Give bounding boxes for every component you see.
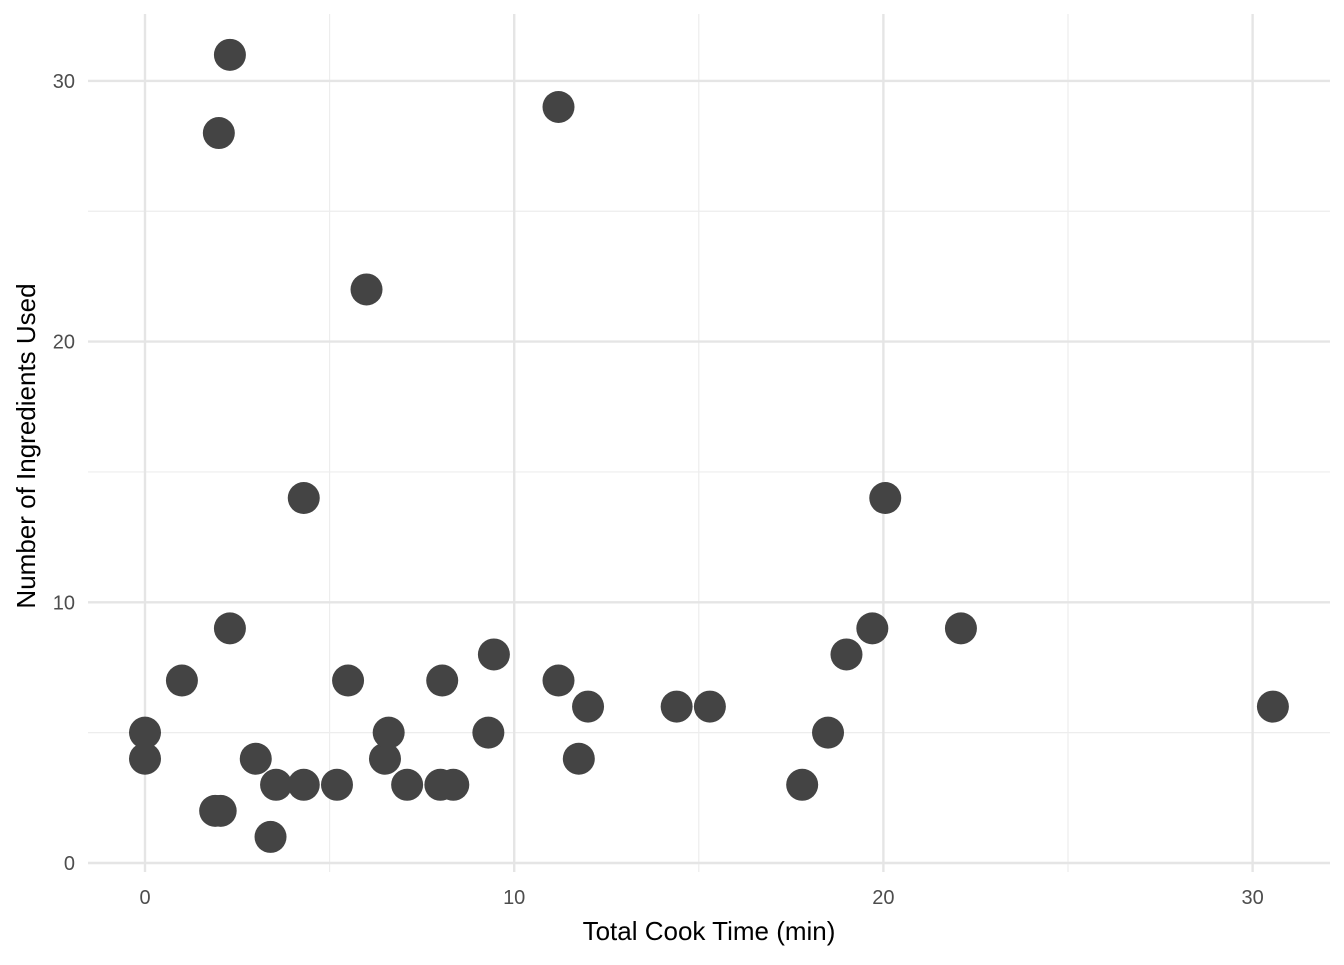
scatter-point	[254, 820, 287, 853]
scatter-point	[812, 716, 845, 749]
scatter-point	[426, 664, 459, 697]
scatter-point	[856, 612, 889, 645]
scatter-point	[165, 664, 198, 697]
scatter-point	[332, 664, 365, 697]
scatter-point	[320, 768, 353, 801]
scatter-point	[202, 117, 235, 150]
scatter-point	[368, 742, 401, 775]
y-tick-label: 30	[53, 71, 75, 93]
scatter-point	[572, 690, 605, 723]
data-points	[129, 38, 1289, 853]
y-axis-tick-labels: 0 10 20 30	[53, 71, 75, 875]
grid-lines	[88, 14, 1330, 872]
x-tick-label: 30	[1241, 887, 1263, 909]
scatter-point	[1256, 690, 1289, 723]
scatter-point	[472, 716, 505, 749]
y-axis-title: Number of Ingredients Used	[11, 283, 41, 608]
scatter-point	[204, 794, 237, 827]
scatter-point	[944, 612, 977, 645]
x-axis-title: Total Cook Time (min)	[583, 916, 836, 946]
scatter-point	[660, 690, 693, 723]
scatter-point	[693, 690, 726, 723]
x-tick-label: 20	[872, 887, 894, 909]
x-axis-tick-labels: 0 10 20 30	[139, 887, 1263, 909]
scatter-point	[542, 664, 575, 697]
scatter-point	[830, 638, 863, 671]
y-tick-label: 0	[64, 853, 75, 875]
y-tick-label: 10	[53, 592, 75, 614]
scatter-point	[350, 273, 383, 306]
scatter-point	[239, 742, 272, 775]
scatter-point	[391, 768, 424, 801]
scatter-point	[786, 768, 819, 801]
scatter-point	[869, 482, 902, 515]
scatter-point	[213, 38, 246, 71]
scatter-point	[437, 768, 470, 801]
scatter-point	[372, 716, 405, 749]
scatter-point	[287, 768, 320, 801]
scatter-point	[213, 612, 246, 645]
scatter-point	[477, 638, 510, 671]
scatter-point	[129, 716, 161, 749]
y-tick-label: 20	[53, 332, 75, 354]
scatter-point	[287, 482, 320, 515]
scatter-point	[260, 768, 293, 801]
scatter-point	[562, 742, 595, 775]
x-tick-label: 10	[503, 887, 525, 909]
x-tick-label: 0	[139, 887, 150, 909]
scatter-point	[542, 90, 575, 123]
scatter-point	[129, 742, 161, 775]
